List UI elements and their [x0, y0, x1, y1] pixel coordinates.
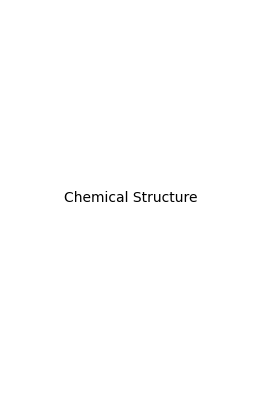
Text: Chemical Structure: Chemical Structure — [65, 191, 198, 206]
